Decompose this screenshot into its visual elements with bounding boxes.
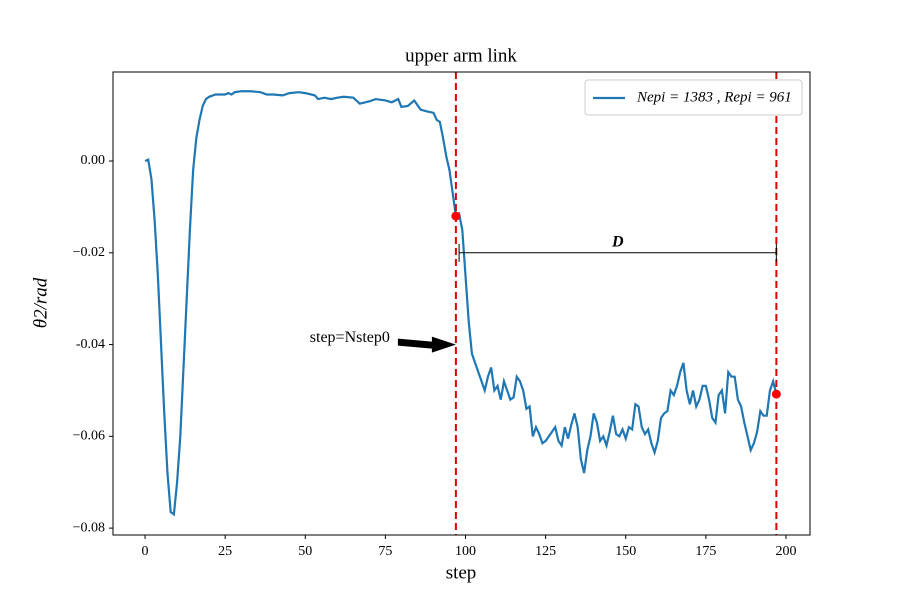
y-axis-label: θ2/rad xyxy=(30,277,51,328)
span-label: D xyxy=(611,233,624,250)
x-tick-label: 100 xyxy=(455,544,476,559)
x-axis-label: step xyxy=(446,562,477,583)
arrow-label: step=Nstep0 xyxy=(310,329,390,346)
line-series xyxy=(144,90,778,517)
x-tick-label: 175 xyxy=(695,544,716,559)
x-tick-label: 200 xyxy=(775,544,796,559)
x-tick-label: 150 xyxy=(615,544,636,559)
y-tick-label: −0.08 xyxy=(73,520,105,535)
y-tick-label: 0.00 xyxy=(81,153,106,168)
y-tick-label: -0.04 xyxy=(76,337,105,352)
point xyxy=(451,211,461,221)
x-tick-label: 50 xyxy=(298,544,312,559)
chart-title: upper arm link xyxy=(405,45,517,66)
x-tick-label: 0 xyxy=(142,544,149,559)
y-tick-label: −0.06 xyxy=(73,429,105,444)
x-tick-label: 125 xyxy=(535,544,556,559)
point xyxy=(771,389,781,399)
x-tick-label: 25 xyxy=(218,544,232,559)
y-tick-label: −0.02 xyxy=(73,245,105,260)
legend-box xyxy=(584,79,803,116)
x-tick-label: 75 xyxy=(378,544,392,559)
arrow xyxy=(397,336,456,353)
legend-label: Nepi = 1383 , Repi = 961 xyxy=(636,89,792,105)
plot-frame xyxy=(112,71,811,536)
